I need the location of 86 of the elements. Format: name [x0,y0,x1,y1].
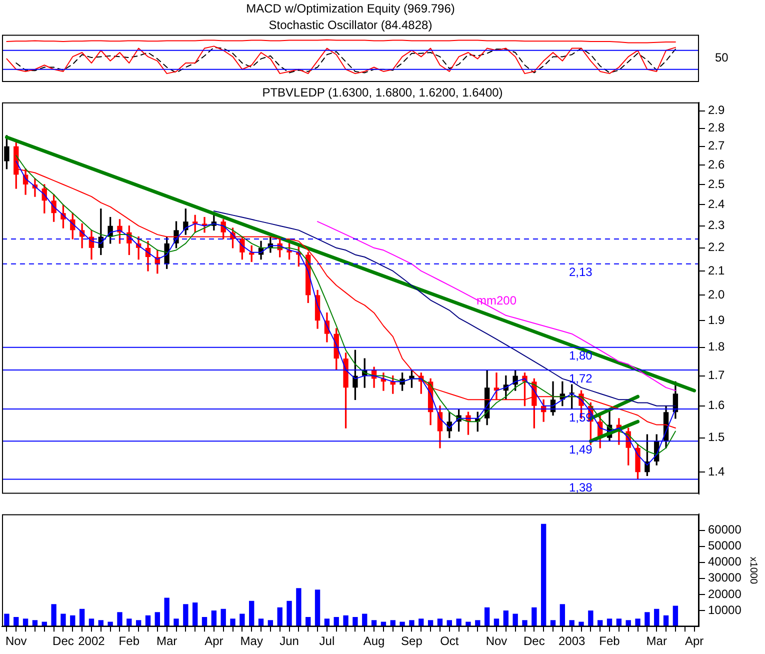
bar [352,616,358,627]
y-tick-label: 1.9 [708,312,726,327]
x-tick-label: Dec [523,634,545,648]
y-tick-label: 2.6 [708,157,726,172]
y-tick-label: 2.2 [708,240,726,254]
ref-line-label: 1,38 [569,480,593,495]
y-tick-label: 10000 [708,602,742,617]
x-tick-label: Sep [401,634,423,648]
bar [588,610,594,627]
x-tick-label: May [240,634,263,648]
y-tick-label: 1.7 [708,368,726,382]
bar [249,600,254,627]
y-tick-label: 1.8 [708,340,726,354]
bar [314,590,320,627]
y-tick-label: 2.9 [708,103,726,118]
x-tick-label: Nov [486,634,508,648]
y-tick-label: 1.4 [708,464,726,478]
bar [540,524,546,627]
y-tick-label: 60000 [708,522,742,537]
x-tick-label: Aug [363,634,385,648]
bar [174,618,179,627]
ref-line-label: 1,80 [569,348,593,363]
bar [409,620,414,627]
bar [560,604,566,627]
bar [503,610,509,627]
bar [512,614,518,627]
x-tick-label: Jul [319,634,335,648]
bar [230,618,236,627]
ref-line-label: 1,72 [569,371,593,386]
bar [192,602,198,627]
bar [277,607,282,627]
bar [164,598,170,627]
x-tick-label: Apr [684,634,704,648]
bar [220,608,226,627]
bar [154,612,160,627]
x-tick-label: Apr [204,634,224,648]
bar [183,604,188,627]
bar [456,618,462,627]
bar [484,607,490,627]
x-tick-label: Jun [280,634,299,648]
x-tick-label: Oct [440,634,460,648]
series-label: mm200 [476,294,517,308]
y-tick-label: 2.7 [708,138,726,153]
bar [117,612,122,627]
y-tick-label: 2.5 [708,176,726,191]
x-tick-label: Feb [118,634,140,648]
chart-subtitle: Stochastic Oscillator (84.4828) [268,18,432,32]
y-tick-label: 2.4 [708,197,726,212]
text: 50 [715,50,729,65]
y-tick-label: 30000 [708,570,742,585]
bar [532,607,537,627]
y-tick-label: 2.3 [708,218,726,232]
bar [79,608,85,627]
bar [522,620,528,627]
bar [635,618,640,627]
bar [654,608,660,627]
chart-title: PTBVLEDP (1.6300, 1.6800, 1.6200, 1.6400) [262,86,503,100]
x-tick-label: 2003 [558,634,586,648]
bar [672,606,678,627]
y-tick-label: 20000 [708,586,742,601]
y-tick-label: 2.0 [708,287,726,302]
y-tick-label: 2.8 [708,120,726,135]
bar [296,588,302,627]
y-tick-label: 50000 [708,538,742,553]
x-tick-label: Dec [52,634,74,648]
bar [4,614,10,627]
bar [644,612,650,627]
chart-title: MACD w/Optimization Equity (969.796) [246,2,455,16]
y-tick-label: 40000 [708,554,742,569]
bar [211,610,217,627]
y-tick-label: 2.1 [708,263,726,278]
x-tick-label: Mar [156,634,178,648]
bar [240,614,245,627]
y-axis-title: x1000 [747,556,758,584]
bar [60,614,66,627]
x-tick-label: Feb [599,634,620,648]
bar [286,600,292,627]
y-tick-label: 1.6 [708,398,726,412]
x-tick-label: 2002 [78,634,106,648]
ref-line-label: 2,13 [569,265,593,280]
ref-line-label: 1,49 [569,442,593,456]
y-tick-label: 1.5 [708,430,726,444]
x-tick-label: Mar [646,634,667,648]
bar [51,604,56,627]
bar [343,615,348,627]
x-tick-label: Nov [5,634,27,648]
